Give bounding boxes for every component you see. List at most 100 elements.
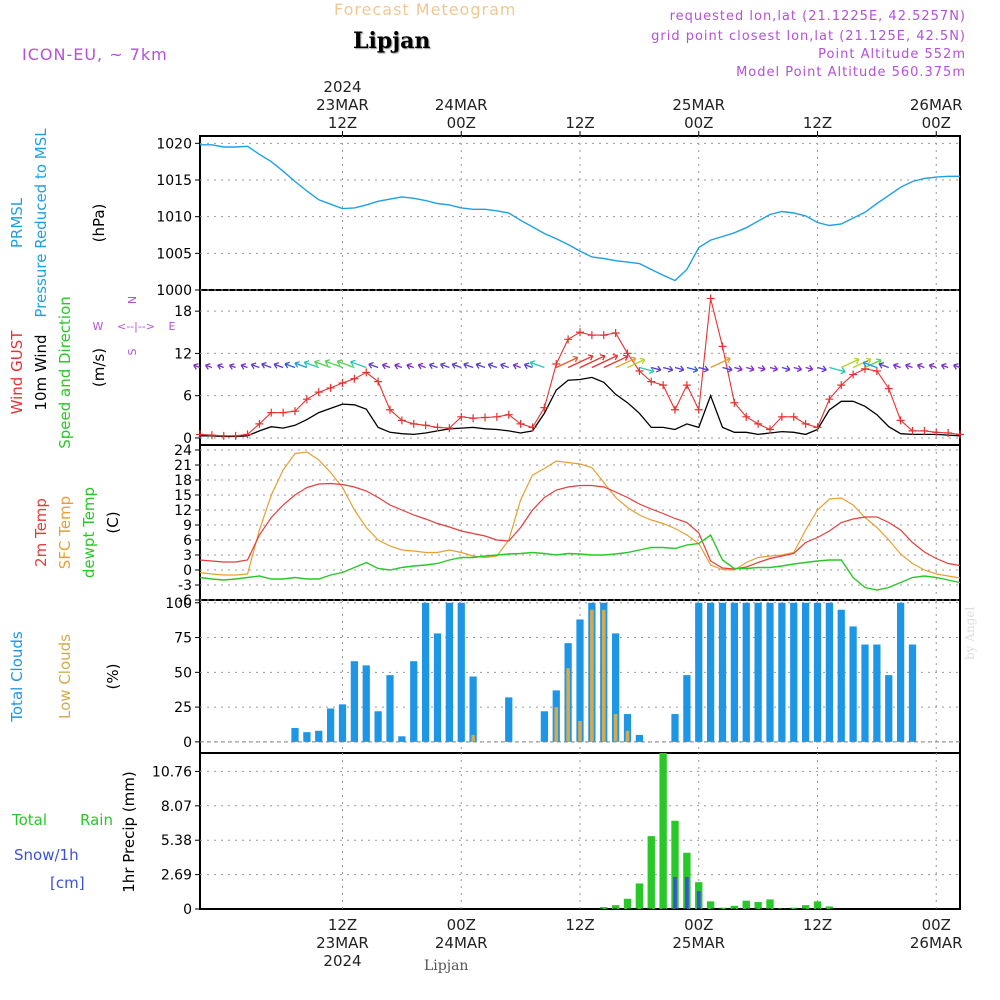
total-cloud-bar xyxy=(303,732,311,742)
wind-direction-arrow xyxy=(324,359,343,369)
wind-arrow-head xyxy=(737,365,743,373)
total-cloud-bar xyxy=(671,714,679,742)
wind-arrow-shaft xyxy=(368,363,379,369)
wind-arrow-shaft xyxy=(555,356,578,369)
clouds-ytick-label: 25 xyxy=(174,700,192,716)
wind-direction-arrow xyxy=(905,362,913,370)
wind-arrow-head xyxy=(876,358,882,365)
wind-arrow-shaft xyxy=(273,363,284,369)
wind-arrow-head xyxy=(630,356,637,363)
wind-gust-marker xyxy=(789,412,798,421)
wind-arrow-head xyxy=(294,361,300,368)
wind-arrow-head xyxy=(523,362,530,370)
precip-ytick-label: 10.76 xyxy=(152,764,192,780)
wind-direction-arrow xyxy=(805,365,814,372)
wind-arrow-head xyxy=(500,362,506,370)
top-time-label: 26MAR xyxy=(910,96,963,114)
wind-arrow-head xyxy=(807,365,814,372)
wind-gust-marker xyxy=(944,429,953,438)
total-cloud-bar xyxy=(837,609,845,742)
wind-arrow-shaft xyxy=(440,363,450,369)
wind-arrow-shaft xyxy=(529,361,545,369)
wind-direction-arrow xyxy=(567,354,594,369)
wind-arrow-head xyxy=(529,360,536,367)
wind-gust-marker xyxy=(932,428,941,437)
total-cloud-bar xyxy=(766,602,774,742)
wind-arrow-head xyxy=(217,363,223,370)
wind-gust-label: Wind GUST xyxy=(8,330,26,415)
wind-gust-marker xyxy=(706,294,715,303)
total-cloud-bar xyxy=(790,602,798,742)
temperature-ytick-label: 24 xyxy=(174,443,192,459)
wind-direction-arrow xyxy=(757,365,766,372)
wind-arrow-head xyxy=(193,363,199,370)
wind-arrow-shaft xyxy=(382,364,391,369)
wind-direction-arrow xyxy=(217,363,224,370)
bottom-time-label: 00Z xyxy=(684,916,713,934)
clouds-unit-label: (%) xyxy=(104,664,122,690)
total-cloud-bar xyxy=(612,633,620,742)
compass-north: N xyxy=(126,296,139,304)
bottom-time-label: 12Z xyxy=(328,916,357,934)
wind-ytick-label: 12 xyxy=(174,346,192,362)
temp-dewpt-label: dewpt Temp xyxy=(80,487,98,578)
wind-direction-arrow xyxy=(512,362,521,370)
wind-arrow-head xyxy=(821,365,827,373)
wind-arrow-head xyxy=(303,360,310,367)
wind-gust-marker xyxy=(516,419,525,428)
total-cloud-bar xyxy=(410,661,418,742)
temperature-ytick-label: 15 xyxy=(174,488,192,504)
rain-bar xyxy=(825,906,834,909)
wind-direction-arrow xyxy=(381,362,391,370)
temperature-ytick-label: 6 xyxy=(183,533,192,549)
temp-2m-label: 2m Temp xyxy=(32,498,50,567)
total-cloud-bar xyxy=(849,626,857,742)
top-time-label: 2024 xyxy=(323,78,361,96)
wind-arrow-shaft xyxy=(240,364,248,369)
temperature-ytick-label: -3 xyxy=(178,578,192,594)
wind-gust-marker xyxy=(492,412,501,421)
wind-arrow-shaft xyxy=(781,366,791,371)
wind-unit-label: (m/s) xyxy=(90,348,108,387)
wind-arrow-shaft xyxy=(429,363,438,369)
wind-arrow-head xyxy=(314,359,320,367)
wind-arrow-shaft xyxy=(941,364,949,369)
wind-gust-marker xyxy=(599,331,608,340)
wind-arrow-shaft xyxy=(769,366,778,371)
model-point-altitude: Model Point Altitude 560.375m xyxy=(736,65,966,80)
rain-bar xyxy=(706,901,715,909)
bottom-time-label: 24MAR xyxy=(435,934,488,952)
rain-bar xyxy=(742,900,750,909)
wind-gust-marker xyxy=(433,423,442,432)
total-cloud-bar xyxy=(885,675,893,742)
total-cloud-bar xyxy=(742,602,750,742)
total-cloud-bar xyxy=(802,602,810,742)
wind-arrow-shaft xyxy=(829,366,846,373)
wind-direction-arrow xyxy=(261,361,272,369)
precip-ytick-label: 2.69 xyxy=(161,868,192,884)
wind-arrow-shaft xyxy=(579,355,606,369)
wind-direction-arrow xyxy=(686,366,699,373)
wind-arrow-shaft xyxy=(463,363,474,369)
wind-arrow-shaft xyxy=(591,354,618,369)
wind-arrow-shaft xyxy=(314,361,331,369)
temp-unit-label: (C) xyxy=(104,511,122,533)
wind-direction-arrow xyxy=(793,365,803,373)
wind-arrow-shaft xyxy=(662,366,673,371)
wind-arrow-shaft xyxy=(406,364,414,369)
wind-gust-marker xyxy=(374,377,383,386)
2m-temp-line xyxy=(199,482,961,570)
clouds-ytick-label: 50 xyxy=(174,665,192,681)
wind-direction-arrow xyxy=(284,361,296,369)
wind-arrow-head xyxy=(862,360,869,368)
wind-arrow-shaft xyxy=(513,364,521,369)
wind-arrow-shaft xyxy=(710,357,731,369)
dewpoint-line xyxy=(199,533,961,591)
wind-gust-marker xyxy=(421,421,430,430)
wind-arrow-head xyxy=(487,362,494,369)
wind-direction-arrow xyxy=(710,356,731,369)
wind-direction-arrow xyxy=(698,365,709,373)
wind-arrow-shaft xyxy=(500,363,509,369)
pressure-ytick-label: 1005 xyxy=(156,246,192,262)
wind-direction-arrow xyxy=(940,363,949,370)
